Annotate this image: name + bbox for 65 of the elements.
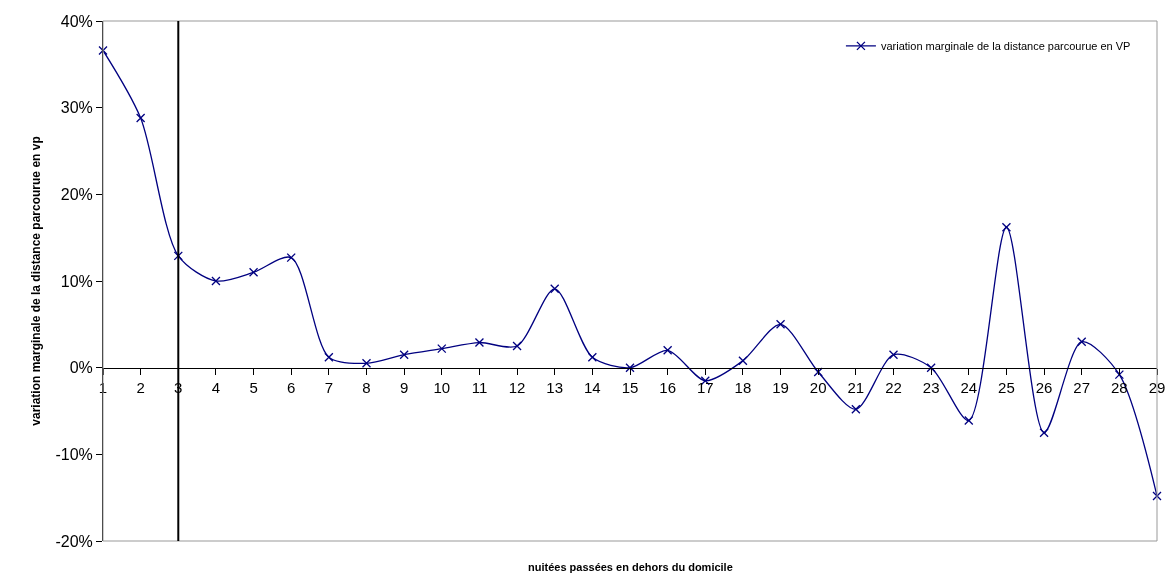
- y-tick-label: 0%: [69, 359, 93, 377]
- point: [437, 343, 447, 354]
- x-tick-label: 2: [136, 378, 145, 396]
- x-tick-label: 14: [584, 378, 601, 396]
- point: [512, 341, 522, 351]
- y-tick-label: 40%: [60, 12, 93, 30]
- x-tick-label: 15: [621, 378, 639, 396]
- point: [550, 284, 560, 294]
- point: [888, 350, 899, 360]
- x-tick-label: 29: [1148, 378, 1166, 396]
- x-tick-label: 9: [399, 378, 409, 396]
- x-tick-label: 4: [211, 378, 221, 396]
- point: [813, 367, 823, 377]
- x-tick-label: 13: [546, 378, 564, 396]
- x-tick-label: 7: [324, 378, 334, 396]
- point: [98, 45, 108, 56]
- y-axis-title: variation marginale de la distance parcourue en vp: [28, 136, 43, 426]
- x-tick-label: 17: [696, 378, 714, 396]
- x-tick-label: 20: [809, 378, 827, 396]
- point: [399, 350, 409, 360]
- x-tick-label: 21: [847, 378, 865, 396]
- x-tick-label: 8: [362, 378, 371, 396]
- x-tick-label: 19: [772, 378, 789, 396]
- point: [474, 337, 485, 348]
- point: [662, 345, 673, 355]
- x-tick-label: 10: [433, 378, 451, 396]
- point: [286, 252, 296, 263]
- x-tick-label: 16: [659, 378, 676, 396]
- point: [738, 356, 748, 366]
- x-tick-label: 22: [885, 378, 902, 396]
- x-axis-title: nuitées passées en dehors du domicile: [528, 561, 733, 573]
- x-tick-label: 24: [960, 378, 978, 396]
- y-tick-label: 20%: [60, 185, 93, 203]
- x-tick-label: 11: [471, 378, 488, 396]
- point: [625, 363, 635, 373]
- x-tick-label: 5: [249, 378, 258, 396]
- x-tick-label: 26: [1035, 378, 1053, 396]
- x-tick-label: 12: [508, 378, 526, 396]
- point: [964, 415, 974, 426]
- x-tick-label: 18: [734, 378, 752, 396]
- point: [1001, 222, 1012, 232]
- point: [926, 363, 936, 373]
- point: [587, 352, 598, 362]
- point: [173, 251, 183, 261]
- point: [775, 319, 786, 329]
- x-tick-label: 27: [1073, 378, 1091, 396]
- point: [324, 352, 334, 362]
- point: [135, 113, 146, 123]
- x-tick-label: 23: [922, 378, 940, 396]
- point: [1077, 337, 1087, 347]
- y-tick-label: -20%: [55, 532, 93, 550]
- x-tick-label: 6: [287, 378, 296, 396]
- y-tick-label: 30%: [60, 99, 93, 117]
- point: [211, 276, 221, 286]
- point: [1039, 428, 1049, 438]
- x-tick-label: 25: [998, 378, 1015, 396]
- point: [1152, 491, 1162, 501]
- point: [1114, 369, 1125, 380]
- y-tick-label: 10%: [60, 272, 93, 290]
- x-tick-label: 28: [1111, 378, 1128, 396]
- y-tick-label: -10%: [55, 445, 93, 463]
- legend-label: variation marginale de la distance parcourue en VP: [880, 40, 1131, 53]
- point: [851, 404, 861, 414]
- point: [248, 267, 259, 277]
- point: [361, 358, 372, 368]
